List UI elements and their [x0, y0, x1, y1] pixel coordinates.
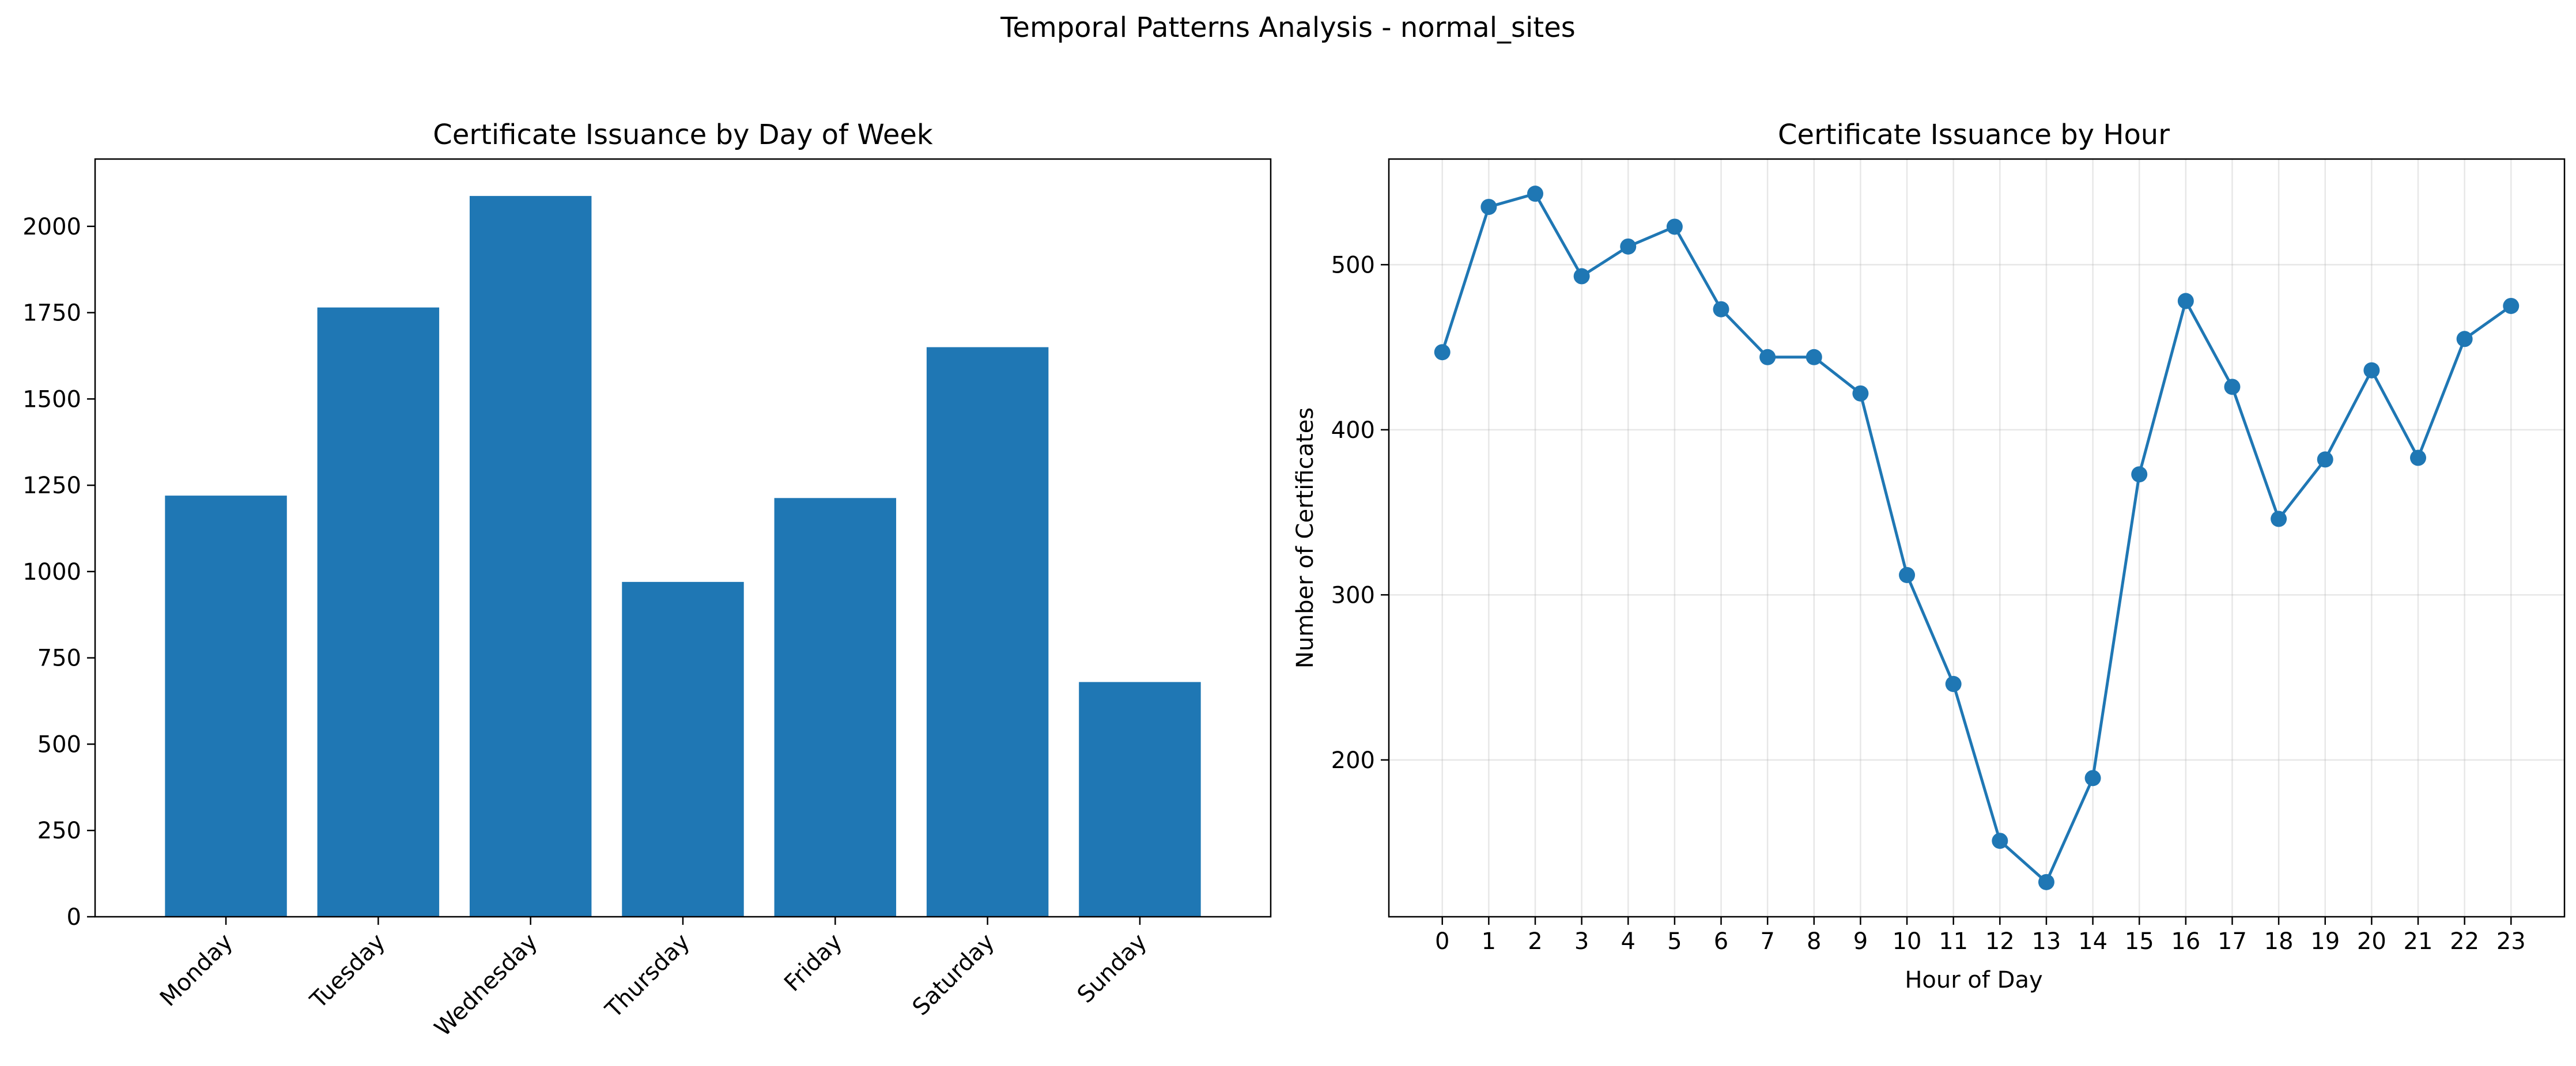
- line-point-hour-18: [2271, 511, 2287, 527]
- line-point-hour-3: [1573, 268, 1590, 285]
- bar-monday: [165, 496, 287, 917]
- bar-chart-title: Certificate Issuance by Day of Week: [433, 119, 933, 151]
- line-x-tick-label: 4: [1621, 928, 1636, 955]
- bar-y-tick-label: 500: [37, 731, 81, 758]
- line-x-tick-label: 18: [2264, 928, 2294, 955]
- line-point-hour-22: [2456, 331, 2473, 347]
- line-chart-x-axis-label: Hour of Day: [1905, 967, 2042, 993]
- line-x-tick-label: 10: [1893, 928, 1922, 955]
- line-chart-plot-frame: [1388, 158, 2566, 918]
- line-x-tick-label: 13: [2031, 928, 2061, 955]
- line-point-hour-5: [1666, 218, 1683, 235]
- bar-chart-y-axis: 0 250 500 750 1000 1250 1500 1750 2000: [22, 214, 95, 931]
- line-point-hour-12: [1992, 833, 2008, 849]
- line-point-hour-19: [2317, 451, 2333, 468]
- line-point-hour-16: [2177, 293, 2194, 309]
- bar-x-tick-label: Saturday: [908, 929, 1000, 1021]
- bar-y-tick-label: 750: [37, 645, 81, 672]
- bar-sunday: [1079, 682, 1201, 917]
- line-point-hour-20: [2363, 362, 2380, 379]
- line-x-tick-label: 9: [1853, 928, 1868, 955]
- line-x-tick-label: 22: [2450, 928, 2479, 955]
- bar-tuesday: [317, 307, 440, 917]
- bar-y-tick-label: 0: [67, 904, 81, 931]
- bar-x-tick-label: Sunday: [1072, 929, 1152, 1008]
- bar-y-tick-label: 250: [37, 818, 81, 844]
- line-x-tick-label: 23: [2496, 928, 2526, 955]
- line-point-hour-13: [2038, 874, 2054, 890]
- line-chart-series-line: [1441, 192, 2512, 884]
- line-point-hour-14: [2084, 770, 2101, 787]
- bar-x-tick-label: Monday: [155, 929, 238, 1012]
- bar-x-tick-label: Wednesday: [429, 929, 542, 1042]
- line-chart-y-axis-label: Number of Certificates: [1292, 407, 1319, 668]
- line-point-hour-8: [1806, 349, 1822, 365]
- line-y-tick-label: 200: [1331, 747, 1375, 774]
- line-x-tick-label: 21: [2404, 928, 2433, 955]
- line-point-hour-1: [1480, 199, 1497, 216]
- bar-chart-x-axis: Monday Tuesday Wednesday Thursday Friday Satu…: [155, 917, 1152, 1042]
- line-point-hour-6: [1713, 301, 1729, 317]
- bar-y-tick-label: 1000: [22, 559, 81, 585]
- line-point-hour-21: [2410, 449, 2427, 466]
- bar-saturday: [926, 347, 1049, 917]
- bar-chart-panel: Certificate Issuance by Day of Week 0 250…: [22, 119, 1272, 1042]
- line-chart-title: Certificate Issuance by Hour: [1778, 119, 2170, 151]
- line-x-tick-label: 17: [2218, 928, 2247, 955]
- bar-x-tick-label: Thursday: [600, 929, 695, 1024]
- line-y-tick-label: 500: [1331, 252, 1375, 278]
- bar-y-tick-label: 2000: [22, 214, 81, 240]
- line-x-tick-label: 7: [1760, 928, 1774, 955]
- bar-x-tick-label: Tuesday: [305, 929, 390, 1014]
- line-x-tick-label: 0: [1435, 928, 1449, 955]
- line-point-hour-7: [1759, 349, 1776, 365]
- line-chart-x-axis: 0 1 2 3 4 5 6 7 8 9 10 11 12 13 14 15 16 17 18 19 20 21 22 23: [1435, 917, 2526, 955]
- line-x-tick-label: 19: [2310, 928, 2340, 955]
- line-y-tick-label: 300: [1331, 582, 1375, 608]
- line-point-hour-23: [2503, 297, 2520, 314]
- line-x-tick-label: 11: [1939, 928, 1968, 955]
- line-point-hour-9: [1852, 385, 1869, 402]
- line-x-tick-label: 14: [2078, 928, 2107, 955]
- bar-y-tick-label: 1750: [22, 300, 81, 327]
- line-point-hour-10: [1899, 566, 1916, 583]
- line-x-tick-label: 12: [1985, 928, 2015, 955]
- bar-x-tick-label: Friday: [779, 929, 847, 997]
- line-x-tick-label: 6: [1714, 928, 1728, 955]
- line-chart-grid: [1389, 159, 2564, 917]
- line-x-tick-label: 5: [1667, 928, 1682, 955]
- line-point-hour-0: [1434, 344, 1451, 361]
- bar-y-tick-label: 1250: [22, 472, 81, 499]
- line-point-hour-4: [1620, 238, 1637, 255]
- bar-y-tick-label: 1500: [22, 386, 81, 413]
- line-y-tick-label: 400: [1331, 417, 1375, 444]
- line-point-hour-15: [2131, 466, 2148, 483]
- bar-chart-bars: [165, 196, 1201, 917]
- line-x-tick-label: 1: [1482, 928, 1496, 955]
- figure-suptitle: Temporal Patterns Analysis - normal_site…: [1000, 12, 1575, 44]
- bar-friday: [774, 498, 897, 917]
- line-x-tick-label: 8: [1807, 928, 1821, 955]
- line-x-tick-label: 20: [2357, 928, 2386, 955]
- line-chart-panel: Certificate Issuance by Hour 20030040050…: [1292, 119, 2566, 993]
- line-x-tick-label: 3: [1574, 928, 1589, 955]
- line-point-hour-2: [1527, 186, 1543, 202]
- line-x-tick-label: 2: [1528, 928, 1542, 955]
- line-x-tick-label: 15: [2125, 928, 2154, 955]
- bar-wednesday: [469, 196, 592, 917]
- line-chart-y-axis: 200 300 400 500: [1331, 252, 1389, 774]
- line-x-tick-label: 16: [2171, 928, 2200, 955]
- line-chart-points: [1434, 186, 2520, 890]
- line-point-hour-11: [1945, 676, 1962, 693]
- bar-chart-plot-frame: [94, 158, 1272, 918]
- line-point-hour-17: [2224, 379, 2241, 395]
- bar-thursday: [622, 581, 744, 917]
